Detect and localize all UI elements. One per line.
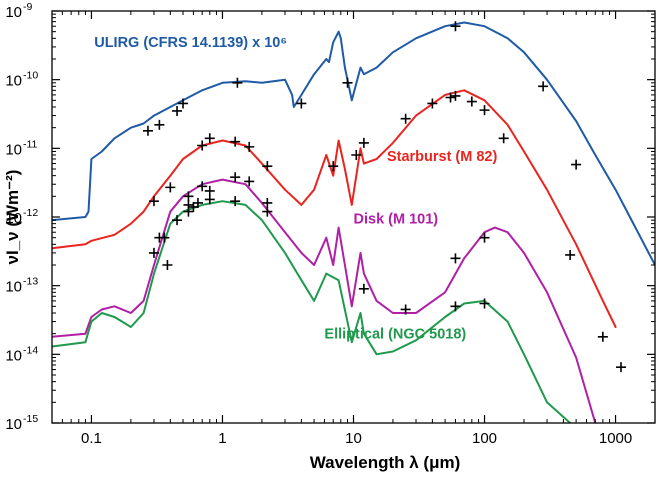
data-marker — [328, 161, 339, 172]
data-marker — [154, 119, 165, 130]
data-marker — [204, 133, 215, 144]
data-marker — [232, 77, 243, 88]
y-tick-exponent: -10 — [23, 70, 38, 82]
y-tick-exponent: -12 — [23, 207, 38, 219]
data-marker — [615, 362, 626, 373]
y-tick-label: 10 — [5, 141, 22, 158]
y-axis-title: νI_ν (Wm⁻²) — [3, 170, 22, 265]
data-marker — [197, 181, 208, 192]
y-tick-label: 10 — [5, 210, 22, 227]
x-tick-label: 0.1 — [81, 430, 102, 447]
data-marker — [172, 105, 183, 116]
data-marker — [262, 161, 273, 172]
x-tick-label: 100 — [472, 430, 497, 447]
series-line-0 — [52, 21, 655, 266]
series-line-2 — [52, 178, 597, 423]
data-marker — [262, 206, 273, 217]
data-marker — [165, 182, 176, 193]
data-marker — [400, 304, 411, 315]
data-marker — [204, 185, 215, 196]
y-tick-label: 10 — [5, 416, 22, 433]
series-label-1: Starburst (M 82) — [387, 149, 498, 165]
data-marker — [204, 194, 215, 205]
x-axis-title: Wavelength λ (μm) — [310, 453, 461, 472]
data-marker — [538, 81, 549, 92]
data-marker — [571, 159, 582, 170]
x-tick-label: 10 — [345, 430, 362, 447]
data-marker — [466, 96, 477, 107]
data-marker — [148, 247, 159, 258]
data-marker — [183, 191, 194, 202]
label-layer: ULIRG (CFRS 14.1139) x 10⁶ Starburst (M 8… — [94, 35, 497, 343]
data-marker — [400, 113, 411, 124]
data-marker — [358, 283, 369, 294]
data-marker — [172, 215, 183, 226]
y-tick-label: 10 — [5, 347, 22, 364]
data-marker — [479, 298, 490, 309]
data-marker — [148, 196, 159, 207]
x-tick-label: 1 — [218, 430, 226, 447]
data-marker — [450, 21, 461, 32]
y-tick-exponent: -9 — [23, 1, 32, 13]
y-tick-exponent: -14 — [23, 344, 38, 356]
data-marker — [230, 196, 241, 207]
data-marker — [427, 98, 438, 109]
data-marker — [262, 197, 273, 208]
y-tick-label: 10 — [5, 4, 22, 21]
data-marker — [197, 140, 208, 151]
data-marker — [162, 259, 173, 270]
series-label-2: Disk (M 101) — [354, 212, 439, 228]
marker-layer — [142, 21, 626, 373]
y-tick-exponent: -11 — [23, 138, 38, 150]
data-marker — [358, 137, 369, 148]
data-marker — [450, 90, 461, 101]
y-tick-exponent: -15 — [23, 413, 38, 425]
data-marker — [192, 197, 203, 208]
data-marker — [244, 141, 255, 152]
series-label-3: Elliptical (NGC 5018) — [324, 327, 466, 343]
data-marker — [597, 331, 608, 342]
series-label-0: ULIRG (CFRS 14.1139) x 10⁶ — [94, 35, 287, 51]
data-marker — [565, 249, 576, 260]
data-marker — [230, 136, 241, 147]
x-tick-label: 1000 — [599, 430, 632, 447]
data-marker — [450, 253, 461, 264]
data-marker — [178, 98, 189, 109]
data-marker — [450, 301, 461, 312]
y-tick-exponent: -13 — [23, 276, 38, 288]
data-marker — [479, 105, 490, 116]
data-marker — [142, 125, 153, 136]
data-marker — [351, 149, 362, 160]
series-line-3 — [52, 200, 572, 423]
data-marker — [159, 232, 170, 243]
data-marker — [445, 92, 456, 103]
y-tick-label: 10 — [5, 279, 22, 296]
tick-layer: 0.1 1 10 100 100010-1510-1410-1310-1210-1110… — [5, 1, 656, 447]
data-marker — [479, 232, 490, 243]
data-marker — [342, 77, 353, 88]
data-marker — [244, 176, 255, 187]
data-marker — [230, 172, 241, 183]
data-marker — [498, 133, 509, 144]
y-tick-label: 10 — [5, 73, 22, 90]
data-marker — [183, 199, 194, 210]
data-marker — [296, 98, 307, 109]
